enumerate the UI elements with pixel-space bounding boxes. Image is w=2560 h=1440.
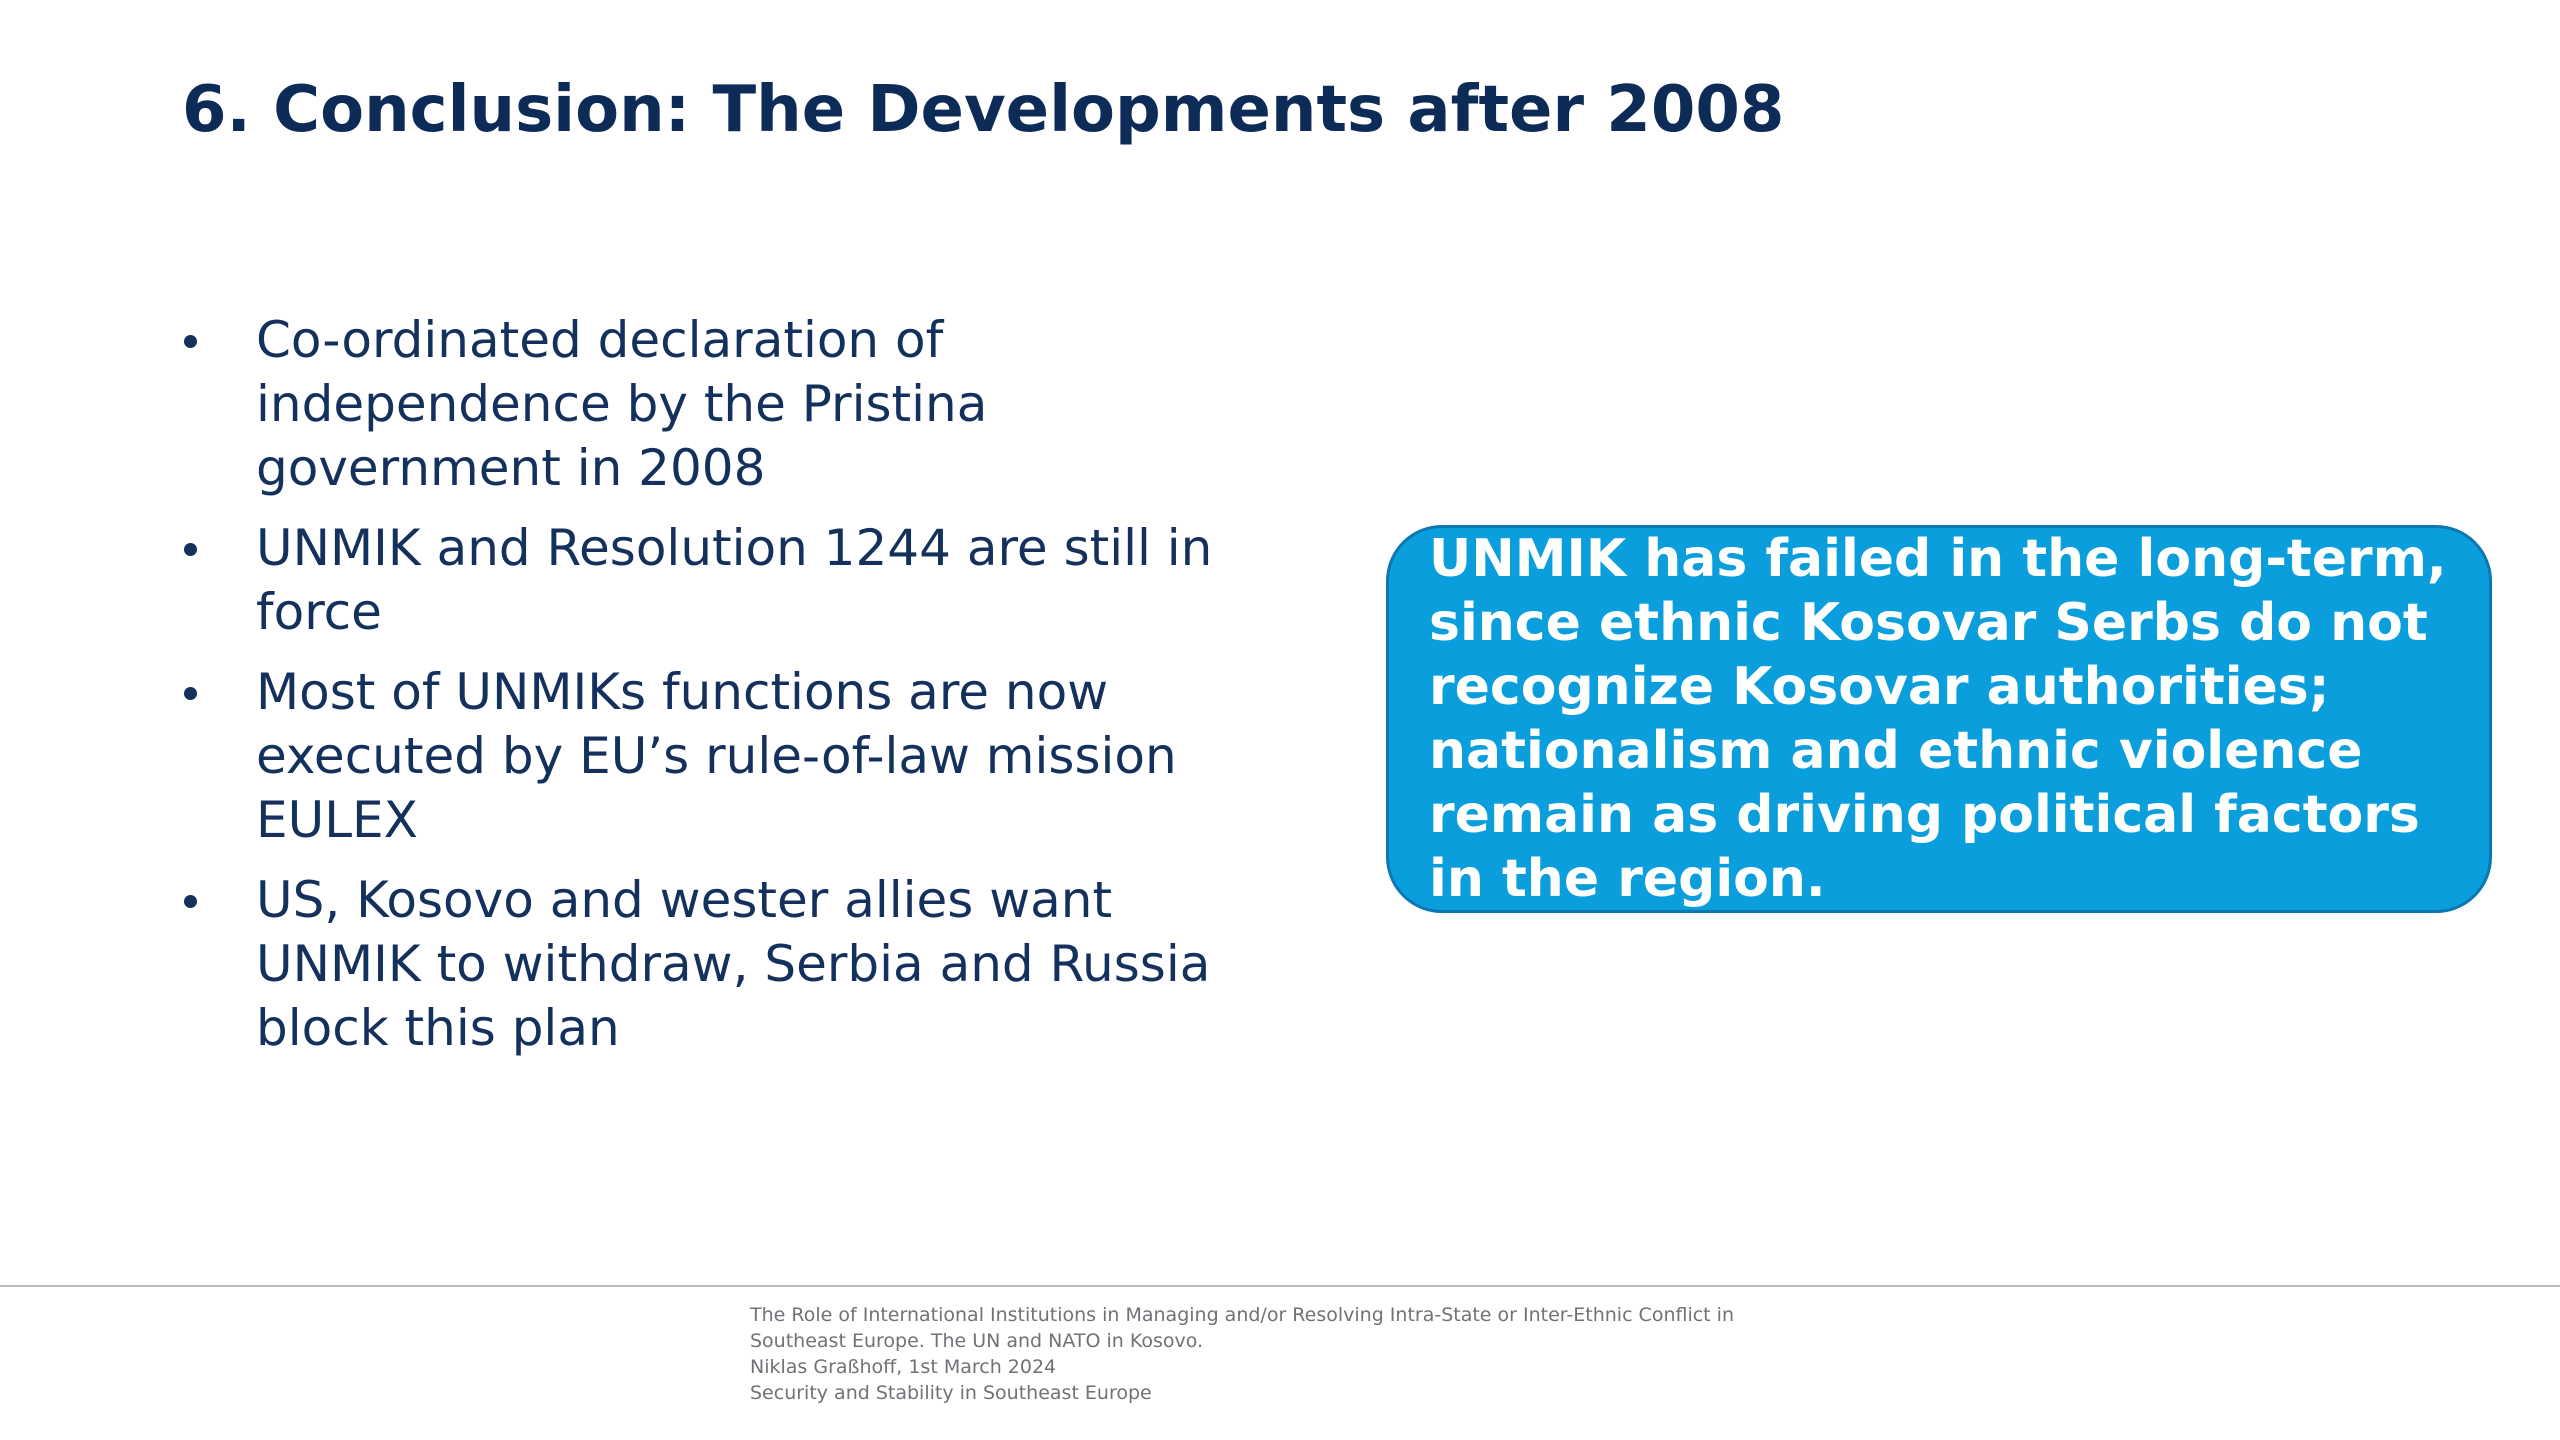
bullet-text: Co-ordinated declaration of independence… — [256, 311, 988, 497]
bullet-point-icon — [184, 335, 197, 348]
callout-text: UNMIK has failed in the long-term, since… — [1429, 529, 2447, 909]
bullet-text: UNMIK and Resolution 1244 are still in f… — [256, 519, 1213, 641]
bullet-text: Most of UNMIKs functions are now execute… — [256, 663, 1177, 849]
footer-line: Southeast Europe. The UN and NATO in Kos… — [750, 1330, 1204, 1352]
footer-line: Security and Stability in Southeast Euro… — [750, 1382, 1152, 1404]
bullet-item: Co-ordinated declaration of independence… — [178, 308, 1238, 500]
bullet-item: UNMIK and Resolution 1244 are still in f… — [178, 516, 1238, 644]
bullet-point-icon — [184, 543, 197, 556]
bullet-point-icon — [184, 895, 197, 908]
bullet-text: US, Kosovo and wester allies want UNMIK … — [256, 871, 1211, 1057]
slide-title: 6. Conclusion: The Developments after 20… — [182, 73, 1785, 147]
footer-divider — [0, 1285, 2560, 1287]
bullet-item: US, Kosovo and wester allies want UNMIK … — [178, 868, 1238, 1060]
footer-line: Niklas Graßhoff, 1st March 2024 — [750, 1356, 1057, 1378]
bullet-point-icon — [184, 687, 197, 700]
conclusion-callout-box: UNMIK has failed in the long-term, since… — [1386, 525, 2492, 913]
footer-line: The Role of International Institutions i… — [750, 1304, 1734, 1326]
slide-footer: The Role of International Institutions i… — [750, 1302, 1950, 1406]
bullet-list: Co-ordinated declaration of independence… — [178, 308, 1238, 1076]
bullet-item: Most of UNMIKs functions are now execute… — [178, 660, 1238, 852]
